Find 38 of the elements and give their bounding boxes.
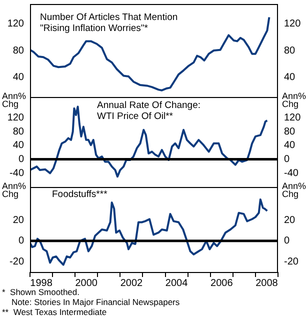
x-tick-label: 2002 xyxy=(120,278,144,289)
y-tick-label: 80 xyxy=(12,126,24,138)
y2-tick-label: 80 xyxy=(284,45,296,56)
y2-tick-label: 0 xyxy=(284,236,290,247)
y-tick-label: 80 xyxy=(12,45,24,56)
y-axis-title: Ann% Chg xyxy=(2,181,28,199)
x-tick-label: 2008 xyxy=(256,278,278,289)
y-tick-label: 40 xyxy=(12,140,24,152)
y-tick-label: 20 xyxy=(12,214,24,226)
y2-axis-title: Ann% Chg xyxy=(282,91,308,109)
text: ** West Texas Intermediate xyxy=(2,307,107,317)
x-tick-label: 2006 xyxy=(210,278,234,289)
text: Annual Rate Of Change: WTI Price Of Oil** xyxy=(97,100,201,122)
y2-tick-label: 40 xyxy=(284,72,296,83)
text: Note: Stories In Major Financial Newspapers xyxy=(11,297,180,307)
y2-axis-title: Ann% Chg xyxy=(282,181,308,199)
y-tick-label: 0 xyxy=(18,236,24,247)
text: * Shown Smoothed. xyxy=(2,287,80,297)
x-tick-label: 2004 xyxy=(165,278,188,289)
y2-tick-label: -40 xyxy=(284,168,299,179)
x-tick-label: 1998 xyxy=(30,278,53,289)
x-tick-label: 2000 xyxy=(75,278,98,289)
y2-tick-label: -20 xyxy=(284,256,299,268)
y-tick-label: 40 xyxy=(12,72,24,83)
y-tick-label: 120 xyxy=(7,18,24,30)
y-axis-title: Ann% Chg xyxy=(2,91,28,109)
chart-title: Foodstuffs*** xyxy=(52,189,108,200)
y-tick-label: -20 xyxy=(10,256,24,268)
y2-tick-label: 0 xyxy=(284,154,290,166)
y2-tick-label: 40 xyxy=(284,140,296,152)
y2-tick-label: 20 xyxy=(284,214,296,226)
y2-tick-label: 120 xyxy=(284,112,302,124)
y-tick-label: 120 xyxy=(7,112,24,124)
y2-tick-label: 80 xyxy=(284,126,296,138)
y-tick-label: 0 xyxy=(18,154,24,166)
y2-tick-label: 120 xyxy=(284,18,302,30)
y-tick-label: -40 xyxy=(10,168,24,179)
text: Number Of Articles That Mention "Rising Inflation Worries"* xyxy=(40,12,178,34)
